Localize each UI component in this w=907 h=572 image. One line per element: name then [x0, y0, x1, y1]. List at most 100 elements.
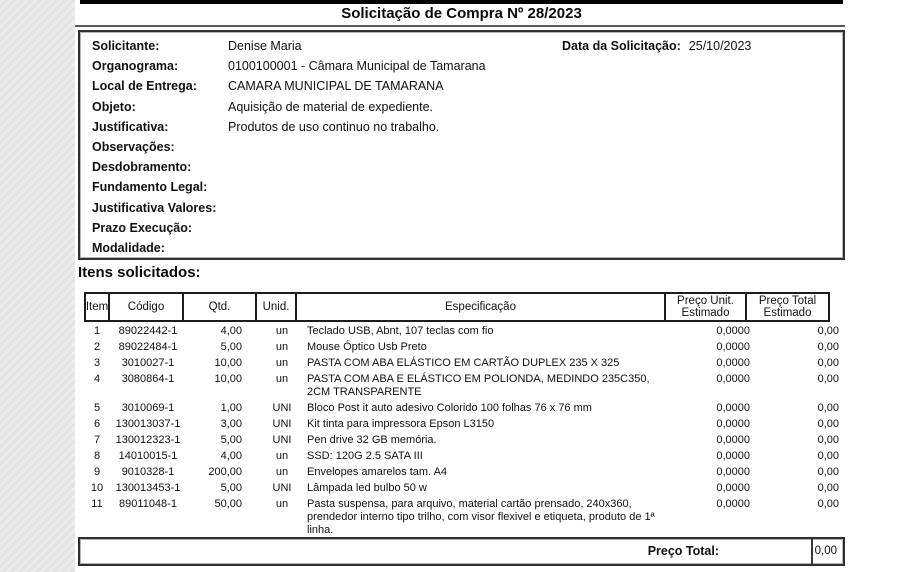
- table-row: 9 9010328-1 200,00 un Envelopes amarelos tam…: [84, 466, 842, 479]
- title-bottom-rule: [75, 25, 845, 27]
- request-date: Data da Solicitação: 25/10/2023: [562, 36, 751, 56]
- column-header-especificacao: Especificação: [295, 292, 666, 322]
- item-qtd: 50,00: [214, 498, 242, 510]
- field-value: Denise Maria: [228, 39, 302, 53]
- item-unid: un: [275, 357, 289, 369]
- field-label: Prazo Execução:: [92, 220, 193, 235]
- item-especificacao: PASTA COM ABA ELÁSTICO EM CARTÃO DUPLEX …: [307, 357, 620, 369]
- header-field-row: Objeto: Aquisição de material de expedien…: [92, 97, 843, 117]
- document-page: Solicitação de Compra Nº 28/2023 Data da…: [75, 0, 845, 572]
- item-preco-unit: 0,0000: [716, 466, 750, 478]
- item-qtd: 5,00: [220, 482, 242, 494]
- column-header-item: Item: [84, 292, 110, 322]
- item-preco-total: 0,00: [817, 466, 839, 478]
- item-especificacao: Kit tinta para impressora Epson L3150: [307, 418, 495, 430]
- table-row: 7 130012323-1 5,00 UNI Pen drive 32 GB memór…: [84, 434, 842, 447]
- table-row: 1 89022442-1 4,00 un Teclado USB, Abnt, 107 …: [84, 325, 842, 338]
- column-header-qtd: Qtd.: [182, 292, 257, 322]
- total-label: Preço Total:: [647, 544, 719, 558]
- field-label: Organograma:: [92, 59, 179, 74]
- item-preco-unit: 0,0000: [716, 402, 750, 414]
- item-especificacao: Lâmpada led bulbo 50 w: [307, 482, 427, 494]
- item-especificacao: SSD: 120G 2.5 SATA III: [307, 450, 423, 462]
- item-preco-unit: 0,0000: [716, 341, 750, 353]
- item-codigo: 89011048-1: [119, 498, 177, 510]
- item-preco-total: 0,00: [817, 325, 839, 337]
- item-preco-total: 0,00: [817, 450, 839, 462]
- item-number: 1: [93, 325, 101, 337]
- items-table-body: 1 89022442-1 4,00 un Teclado USB, Abnt, 107 …: [84, 325, 842, 537]
- viewer-gutter: [0, 0, 75, 572]
- field-label: Observações:: [92, 139, 175, 154]
- item-preco-total: 0,00: [817, 482, 839, 494]
- item-number: 4: [93, 373, 101, 385]
- item-preco-total: 0,00: [817, 402, 839, 414]
- item-unid: UNI: [272, 434, 292, 446]
- item-unid: un: [275, 325, 289, 337]
- item-especificacao: Pen drive 32 GB memória.: [307, 434, 437, 446]
- table-row: 4 3080864-1 10,00 un PASTA COM ABA E ELÁSTIC…: [84, 373, 842, 399]
- item-number: 6: [93, 418, 101, 430]
- field-label: Fundamento Legal:: [92, 180, 208, 195]
- item-qtd: 4,00: [220, 325, 242, 337]
- column-header-preco-unit: Preço Unit. Estimado: [664, 292, 747, 322]
- header-field-row: Desdobramento:: [92, 157, 843, 177]
- item-number: 2: [93, 341, 101, 353]
- table-row: 8 14010015-1 4,00 un SSD: 120G 2.5 SATA III 0…: [84, 450, 842, 463]
- item-number: 10: [90, 482, 104, 494]
- item-qtd: 5,00: [220, 434, 242, 446]
- field-label: Solicitante:: [92, 39, 160, 53]
- item-preco-unit: 0,0000: [716, 498, 750, 510]
- items-table: Item Código Qtd. Unid. Especificação Pre…: [84, 292, 842, 540]
- item-qtd: 5,00: [220, 341, 242, 353]
- total-divider: [811, 539, 813, 564]
- item-preco-unit: 0,0000: [716, 450, 750, 462]
- item-preco-unit: 0,0000: [716, 357, 750, 369]
- header-field-row: Local de Entrega: CAMARA MUNICIPAL DE TAM…: [92, 76, 843, 96]
- item-qtd: 200,00: [208, 466, 242, 478]
- item-unid: un: [275, 450, 289, 462]
- field-label: Justificativa Valores:: [92, 200, 217, 215]
- item-qtd: 1,00: [220, 402, 242, 414]
- field-value: 0100100001 - Câmara Municipal de Tamaran…: [228, 59, 486, 74]
- item-unid: un: [275, 466, 289, 478]
- item-preco-total: 0,00: [817, 418, 839, 430]
- total-value: 0,00: [814, 545, 837, 557]
- item-number: 3: [93, 357, 101, 369]
- table-row: 5 3010069-1 1,00 UNI Bloco Post it auto ades…: [84, 402, 842, 415]
- item-preco-total: 0,00: [817, 341, 839, 353]
- table-row: 3 3010027-1 10,00 un PASTA COM ABA ELÁSTICO …: [84, 357, 842, 370]
- header-field-row: Organograma: 0100100001 - Câmara Municipa…: [92, 56, 843, 76]
- document-title: Solicitação de Compra Nº 28/2023: [341, 5, 582, 22]
- item-especificacao: PASTA COM ABA E ELÁSTICO EM POLIONDA, ME…: [307, 373, 650, 398]
- header-field-row: Modalidade:: [92, 238, 843, 258]
- item-especificacao: Pasta suspensa, para arquivo, material c…: [307, 498, 655, 536]
- item-number: 11: [91, 498, 103, 510]
- request-header-box: Data da Solicitação: 25/10/2023 Solicitan…: [78, 30, 845, 260]
- item-preco-total: 0,00: [817, 434, 839, 446]
- field-label: Desdobramento:: [92, 160, 192, 175]
- field-label: Modalidade:: [92, 240, 165, 255]
- item-unid: UNI: [272, 418, 292, 430]
- item-unid: un: [275, 341, 289, 353]
- item-preco-unit: 0,0000: [716, 325, 750, 337]
- item-codigo: 89022442-1: [118, 325, 178, 337]
- item-qtd: 3,00: [220, 418, 242, 430]
- header-field-row: Solicitante: Denise Maria: [92, 36, 843, 56]
- field-label: Local de Entrega:: [92, 79, 197, 94]
- item-preco-unit: 0,0000: [716, 373, 750, 385]
- item-number: 8: [93, 450, 101, 462]
- item-especificacao: Teclado USB, Abnt, 107 teclas com fio: [307, 325, 494, 337]
- items-section-heading: Itens solicitados:: [78, 264, 201, 281]
- item-number: 9: [93, 466, 101, 478]
- column-header-unid: Unid.: [255, 292, 297, 322]
- header-field-row: Fundamento Legal:: [92, 177, 843, 197]
- header-field-row: Justificativa Valores:: [92, 198, 843, 218]
- item-unid: un: [275, 373, 289, 385]
- item-unid: UNI: [272, 482, 292, 494]
- item-qtd: 10,00: [214, 373, 242, 385]
- item-number: 5: [93, 402, 101, 414]
- field-label: Justificativa:: [92, 119, 169, 134]
- item-codigo: 3080864-1: [121, 373, 175, 385]
- item-preco-total: 0,00: [817, 498, 839, 510]
